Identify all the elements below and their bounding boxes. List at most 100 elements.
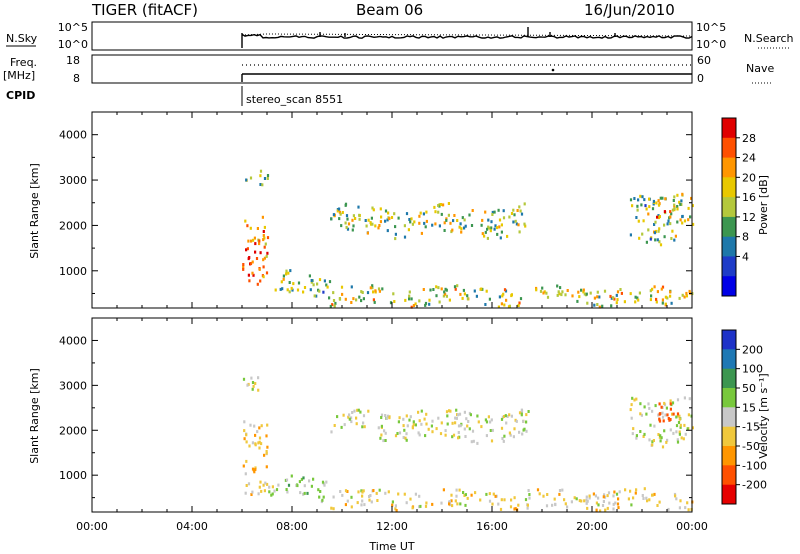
velocity-cell [359,410,362,414]
power-cell [642,219,645,223]
power-cell [262,230,265,233]
velocity-cell [244,472,247,476]
power-cell [434,210,437,214]
power-colorbar-tick-label: 20 [742,171,756,184]
power-cell [610,296,613,300]
velocity-cell [494,494,497,498]
power-cell [247,273,250,277]
power-cell [523,222,526,226]
power-cell [486,227,489,231]
power-cell [484,230,487,234]
velocity-cell [586,506,589,510]
velocity-cell [355,422,358,426]
velocity-cell [245,440,248,444]
velocity-cell [448,409,451,413]
power-cell [651,207,655,211]
power-cell [288,281,291,284]
velocity-cell [657,433,660,436]
velocity-cell [520,411,523,415]
velocity-cell [627,497,630,501]
power-cell [483,234,486,238]
power-cell [358,217,361,221]
velocity-cell [260,489,263,493]
velocity-cell [546,493,549,496]
velocity-cell [245,484,248,487]
velocity-cell [528,496,531,500]
power-cell [655,297,658,301]
velocity-cell [463,427,466,431]
power-cell [442,203,445,207]
velocity-cell [459,424,462,428]
velocity-cell [487,415,490,419]
power-cell [249,262,253,265]
velocity-cell [254,382,257,385]
power-cell [369,221,372,225]
power-cell [681,293,684,297]
power-colorbar-tick-label: 16 [742,191,756,204]
velocity-cell [588,494,591,498]
power-cell [461,296,464,300]
velocity-cell [612,502,615,506]
power-cell [471,209,474,212]
velocity-cell [356,501,359,505]
power-cell [660,287,663,291]
power-cell [669,222,672,226]
power-cell [513,213,516,217]
velocity-cell [268,485,271,489]
velocity-cell [350,505,353,509]
power-cell [352,224,355,228]
power-cell [649,237,652,241]
velocity-cell [285,478,289,482]
power-cell [659,196,662,200]
power-cell [367,218,370,222]
velocity-cell [525,429,528,433]
power-cell [424,303,427,307]
power-cell [541,286,544,290]
power-cell [462,288,465,292]
power-cell [352,214,355,218]
power-cell [286,288,289,292]
power-cell [637,198,640,202]
velocity-cell [687,413,690,417]
power-cell [661,298,664,302]
velocity-cell [501,415,504,419]
velocity-cell [588,496,591,500]
power-cell [657,214,660,218]
power-cell [543,290,546,294]
velocity-cell [647,402,650,406]
power-cell [463,292,466,296]
power-cell [442,294,445,298]
power-cell [518,205,521,209]
power-cell [657,229,660,233]
velocity-cell [630,403,633,407]
velocity-cell [592,492,595,496]
power-cell [657,203,661,207]
velocity-cell [508,431,511,435]
velocity-cell [394,507,397,511]
power-cell [664,197,667,201]
power-cell [670,237,673,240]
velocity-colorbar-tick-label: 100 [742,363,763,376]
velocity-cell [350,495,353,499]
velocity-cell [649,423,652,427]
velocity-cell [522,419,525,423]
velocity-cell [659,439,662,443]
power-cell [377,226,380,230]
velocity-cell [356,408,359,412]
power-cell [339,212,342,216]
power-colorbar-swatch [722,137,736,159]
velocity-cell [658,435,661,439]
nave-tick-bottom: 0 [697,72,704,85]
velocity-cell [603,493,606,497]
velocity-cell [403,428,406,432]
velocity-cell [251,381,255,384]
velocity-cell [394,504,397,508]
velocity-cell [451,435,454,439]
power-cell [253,236,256,240]
velocity-cell [362,421,365,425]
velocity-cell [250,376,253,380]
power-cell [344,221,347,225]
power-cell [687,206,690,210]
power-colorbar-tick-label: 12 [742,211,756,224]
velocity-colorbar-tick-label: -15 [742,421,760,434]
